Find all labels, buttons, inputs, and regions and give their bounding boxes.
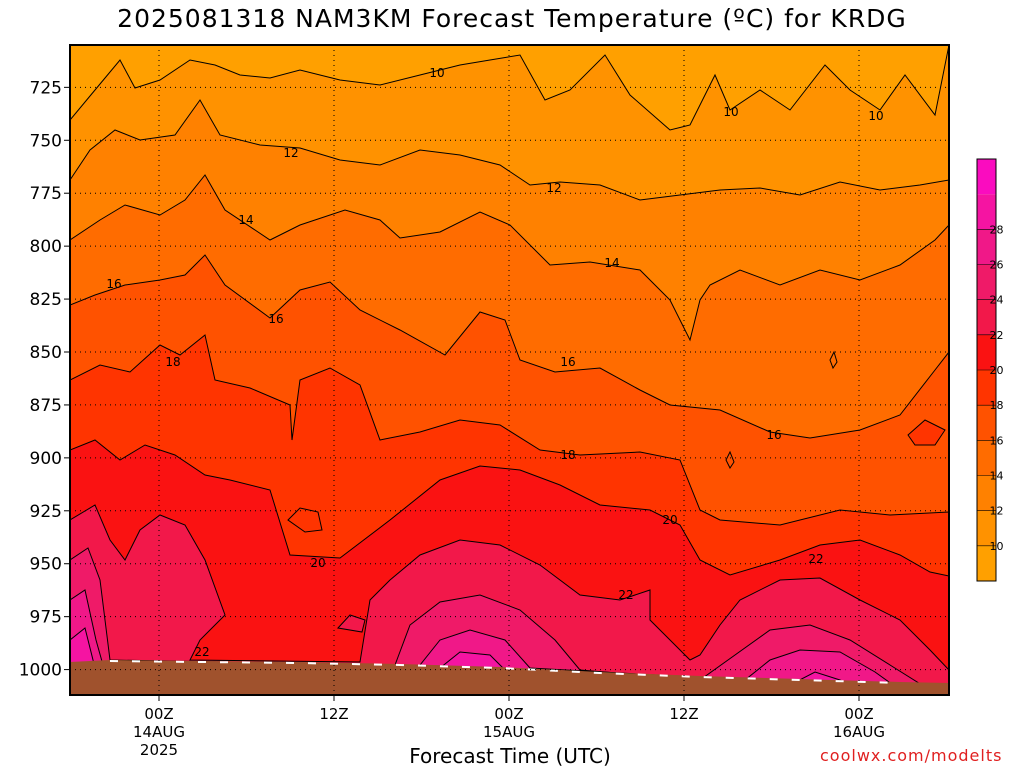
- x-axis-label: Forecast Time (UTC): [409, 744, 611, 768]
- colorbar-swatch: [977, 159, 996, 195]
- colorbar-label: 18: [990, 399, 1004, 412]
- contour-label: 18: [165, 355, 180, 369]
- contour-label: 20: [662, 513, 677, 527]
- y-tick-label: 900: [30, 449, 62, 469]
- x-tick-label: 00Z: [494, 705, 523, 723]
- contour-label: 16: [106, 277, 121, 291]
- colorbar-swatch: [977, 440, 996, 476]
- contour-island: [287, 507, 323, 533]
- colorbar: 10 12 14 16 18 20 22 24 26 28: [976, 158, 1004, 582]
- y-tick-label: 975: [30, 608, 62, 628]
- y-tick-label: 775: [30, 184, 62, 204]
- contour-label: 12: [546, 181, 561, 195]
- colorbar-swatch: [977, 370, 996, 406]
- x-tick-label: 12Z: [669, 705, 698, 723]
- y-tick-label: 950: [30, 555, 62, 575]
- contour-island: [337, 614, 366, 633]
- colorbar-swatch: [977, 510, 996, 546]
- contour-island: [907, 419, 946, 446]
- colorbar-label: 22: [990, 329, 1004, 342]
- y-tick-label: 875: [30, 396, 62, 416]
- colorbar-label: 16: [990, 434, 1004, 447]
- contour-label: 16: [766, 428, 781, 442]
- colorbar-swatch: [977, 194, 996, 230]
- y-tick-label: 750: [30, 131, 62, 151]
- colorbar-swatch: [977, 545, 996, 581]
- y-tick-label: 800: [30, 237, 62, 257]
- contour-label: 22: [194, 645, 209, 659]
- colorbar-label: 24: [990, 294, 1004, 307]
- contour-label: 14: [604, 256, 619, 270]
- colorbar-swatch: [977, 264, 996, 300]
- contour-label: 14: [238, 213, 253, 227]
- x-tick-label: 14AUG: [133, 723, 185, 741]
- contour-label: 10: [429, 66, 444, 80]
- colorbar-swatch: [977, 475, 996, 511]
- contour-label: 16: [560, 355, 575, 369]
- y-tick-label: 925: [30, 502, 62, 522]
- grid-lines: [70, 45, 949, 695]
- colorbar-label: 20: [990, 364, 1004, 377]
- x-tick-label: 00Z: [144, 705, 173, 723]
- colorbar-label: 28: [990, 223, 1004, 236]
- x-tick-label: 12Z: [319, 705, 348, 723]
- colorbar-swatch: [977, 334, 996, 370]
- colorbar-label: 12: [990, 505, 1004, 518]
- chart-title: 2025081318 NAM3KM Forecast Temperature (…: [117, 4, 907, 33]
- contour-label: 10: [868, 109, 883, 123]
- contour-label: 12: [283, 146, 298, 160]
- y-tick-label: 850: [30, 343, 62, 363]
- y-tick-label: 725: [30, 78, 62, 98]
- colorbar-label: 14: [990, 470, 1004, 483]
- contour-label: 22: [618, 588, 633, 602]
- contour-label: 20: [310, 556, 325, 570]
- contour-label: 22: [808, 552, 823, 566]
- y-axis: 725 750 775 800 825 850 875 900 925 950 975 1000: [19, 78, 70, 681]
- contour-labels: 10 10 10 12 12 14 14 16 16 16 16 18 18 20 20 22 22 22: [106, 66, 883, 659]
- colorbar-label: 10: [990, 540, 1004, 553]
- contour-label: 16: [268, 312, 283, 326]
- colorbar-swatch: [977, 229, 996, 265]
- credit-text: coolwx.com/modelts: [820, 746, 1003, 765]
- y-tick-label: 1000: [19, 661, 62, 681]
- colorbar-swatch: [977, 405, 996, 441]
- terrain: [70, 660, 949, 695]
- colorbar-swatch: [977, 299, 996, 335]
- x-tick-label: 00Z: [844, 705, 873, 723]
- contour-island: [829, 350, 838, 370]
- contour-label: 10: [723, 105, 738, 119]
- contour-island: [725, 450, 735, 469]
- x-tick-label: 2025: [140, 741, 178, 759]
- contour-label: 18: [560, 448, 575, 462]
- colorbar-label: 26: [990, 259, 1004, 272]
- x-tick-label: 16AUG: [833, 723, 885, 741]
- x-tick-label: 15AUG: [483, 723, 535, 741]
- y-tick-label: 825: [30, 290, 62, 310]
